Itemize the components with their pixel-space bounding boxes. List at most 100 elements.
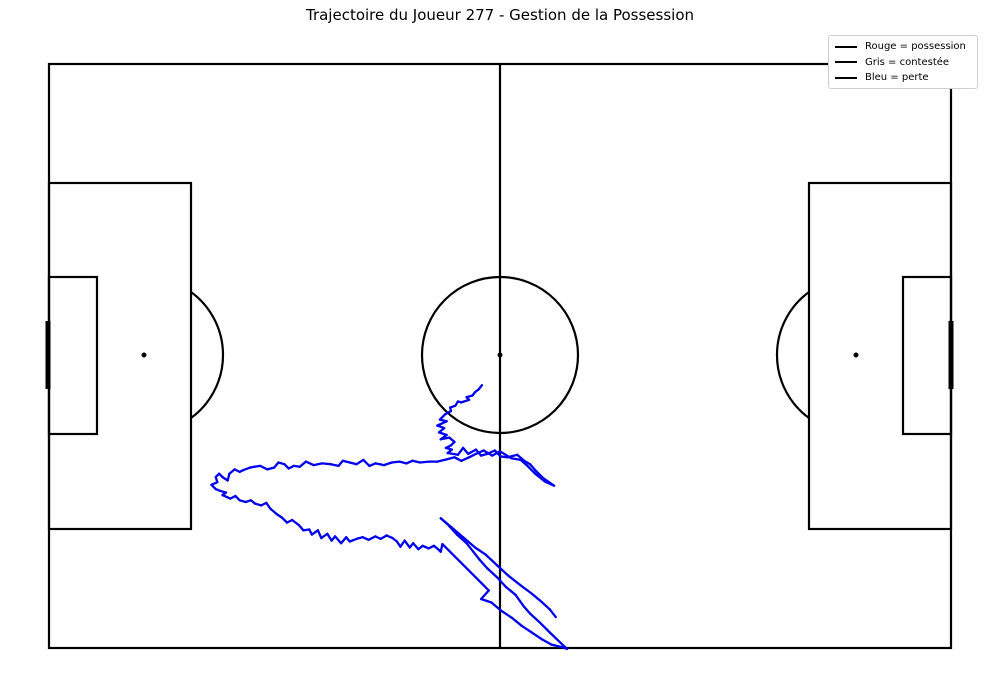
trajectory-segment — [398, 460, 408, 465]
right-goal-area — [901, 275, 953, 436]
trajectory-segment — [528, 612, 541, 624]
trajectory-segment — [510, 616, 523, 627]
trajectory-segment — [500, 609, 514, 620]
trajectory-segment — [465, 542, 475, 553]
trajectory-segment — [348, 537, 358, 543]
trajectory-segment — [522, 605, 532, 615]
trajectory-segment — [411, 459, 422, 464]
legend-line-icon — [835, 45, 857, 48]
trajectory-segment — [412, 542, 420, 551]
trajectory-segment — [519, 584, 533, 595]
legend-entry-loss: Bleu = perte — [835, 70, 971, 86]
legend-line-icon — [835, 76, 857, 79]
trajectory-segment — [538, 621, 551, 634]
trajectory-segment — [298, 460, 308, 468]
trajectory-layer — [210, 384, 569, 651]
trajectory-segment — [341, 459, 351, 464]
trajectory-segment — [446, 451, 460, 456]
trajectory-segment — [481, 583, 490, 592]
trajectory-segment — [382, 461, 393, 467]
trajectory-segment — [441, 542, 484, 586]
trajectory-segment — [446, 456, 456, 461]
trajectory-segment — [367, 535, 377, 541]
trajectory-segment — [280, 516, 289, 524]
trajectory-segment — [449, 525, 465, 539]
trajectory-segment — [461, 446, 470, 456]
trajectory-segment — [339, 536, 348, 545]
trajectory-segment — [482, 449, 494, 457]
trajectory-segment — [526, 464, 537, 475]
trajectory-segment — [543, 480, 556, 487]
trajectory-segment — [541, 476, 551, 484]
trajectory-segment — [304, 460, 315, 467]
trajectory-segment — [534, 472, 546, 483]
left-penalty-spot — [141, 352, 147, 358]
trajectory-segment — [390, 460, 401, 464]
trajectory-segment — [320, 532, 329, 540]
trajectory-segment — [519, 458, 529, 468]
trajectory-segment — [436, 420, 448, 427]
left-penalty-arc — [190, 291, 225, 419]
trajectory-segment — [403, 539, 411, 549]
trajectory-segment — [467, 452, 478, 459]
trajectory-segment — [484, 553, 499, 567]
legend-label: Bleu = perte — [865, 72, 929, 84]
left-penalty-area — [47, 181, 193, 531]
trajectory-segment — [439, 517, 453, 529]
trajectory-segment — [510, 457, 522, 462]
trajectory-segment — [516, 453, 526, 462]
trajectory-segment — [312, 462, 324, 467]
trajectory-segment — [514, 593, 526, 608]
chart-title: Trajectoire du Joueur 277 - Gestion de l… — [305, 6, 694, 24]
trajectory-segment — [550, 643, 564, 649]
trajectory-segment — [329, 463, 340, 468]
trajectory-segment — [498, 450, 513, 460]
centre-circle — [420, 275, 580, 435]
trajectory-segment — [453, 456, 463, 462]
trajectory-segment — [520, 624, 533, 634]
right-penalty-spot — [853, 352, 859, 358]
trajectory-segment — [333, 535, 343, 545]
trajectory-segment — [504, 585, 517, 596]
trajectory-segment — [348, 461, 358, 466]
trajectory-segment — [241, 466, 252, 472]
trajectory-segment — [455, 533, 468, 545]
trajectory-segment — [529, 591, 542, 602]
trajectory-segment — [456, 446, 465, 456]
trajectory-segment — [321, 462, 332, 466]
trajectory-segment — [540, 638, 553, 646]
trajectory-segment — [479, 597, 493, 604]
trajectory-segment — [485, 566, 499, 579]
trajectory-segment — [418, 460, 430, 464]
trajectory-segment — [534, 469, 545, 480]
trajectory-segment — [326, 532, 333, 542]
trajectory-segment — [460, 456, 471, 462]
trajectory-segment — [467, 448, 478, 456]
trajectory-segment — [548, 631, 569, 651]
trajectory-segment — [530, 631, 544, 641]
trajectory-segment — [290, 518, 301, 527]
trajectory-segment — [496, 564, 510, 578]
trajectory-segment — [259, 464, 269, 471]
trajectory-segment — [265, 501, 272, 511]
trajectory-segment — [478, 558, 489, 570]
trajectory-segment — [496, 576, 508, 589]
trajectory-segment — [362, 458, 371, 468]
trajectory-segment — [310, 529, 320, 536]
trajectory-segment — [461, 536, 477, 549]
trajectory-segment — [473, 546, 487, 556]
trajectory-segment — [490, 601, 503, 613]
legend-entry-contested: Gris = contestée — [835, 55, 971, 71]
trajectory-segment — [491, 450, 502, 457]
trajectory-segment — [355, 458, 365, 466]
trajectory-segment — [221, 493, 232, 500]
trajectory-segment — [436, 457, 449, 463]
trajectory-segment — [269, 507, 278, 516]
trajectory-segment — [399, 539, 406, 548]
trajectory-segment — [539, 599, 551, 611]
trajectory-segment — [479, 589, 490, 601]
right-penalty-area — [807, 181, 953, 531]
legend-label: Gris = contestée — [865, 56, 950, 68]
trajectory-segment — [316, 529, 323, 540]
